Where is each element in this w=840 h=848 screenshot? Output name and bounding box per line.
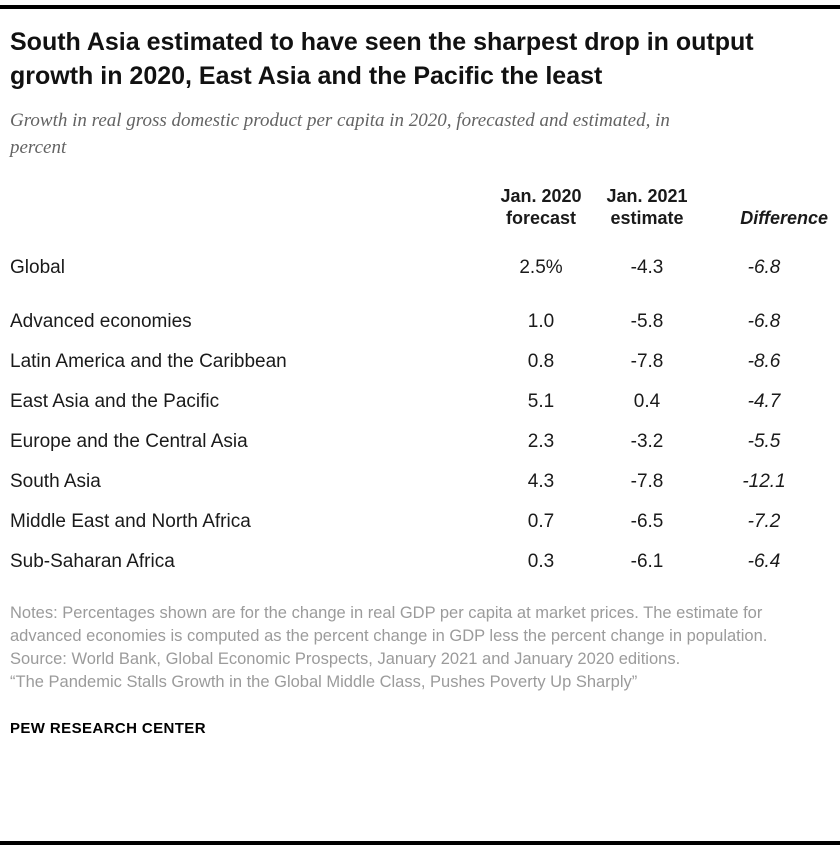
estimate-value: -6.1 [630, 550, 664, 572]
forecast-value: 1.0 [527, 310, 555, 332]
report-title-text: “The Pandemic Stalls Growth in the Globa… [10, 673, 638, 692]
difference-value: -5.5 [747, 430, 781, 452]
row-label: Latin America and the Caribbean [10, 350, 287, 372]
difference-value: -8.6 [747, 350, 781, 372]
row-label: Sub-Saharan Africa [10, 550, 175, 572]
notes-text: Notes: Percentages shown are for the cha… [10, 603, 768, 645]
chart-subtitle: Growth in real gross domestic product pe… [10, 110, 670, 158]
forecast-value: 2.5% [519, 256, 563, 278]
estimate-value: -3.2 [630, 430, 664, 452]
table-row: South Asia 4.3 -7.8 -12.1 [10, 462, 828, 502]
estimate-value: -5.8 [630, 310, 664, 332]
difference-value: -4.7 [747, 390, 781, 412]
estimate-value: -7.8 [630, 350, 664, 372]
difference-value: -6.8 [747, 310, 781, 332]
table-row: Europe and the Central Asia 2.3 -3.2 -5.… [10, 422, 828, 462]
forecast-value: 4.3 [527, 470, 555, 492]
top-rule [0, 5, 840, 9]
table-row: Global 2.5% -4.3 -6.8 [10, 248, 828, 288]
source-text: Source: World Bank, Global Economic Pros… [10, 650, 681, 669]
table-row: Middle East and North Africa 0.7 -6.5 -7… [10, 502, 828, 542]
column-header-difference: Difference [740, 207, 828, 228]
chart-title: South Asia estimated to have seen the sh… [10, 28, 754, 90]
estimate-value: -4.3 [630, 256, 664, 278]
row-label: Advanced economies [10, 310, 192, 332]
forecast-value: 0.8 [527, 350, 555, 372]
column-header-forecast: Jan. 2020 forecast [500, 185, 582, 228]
forecast-value: 0.3 [527, 550, 555, 572]
table-row: East Asia and the Pacific 5.1 0.4 -4.7 [10, 382, 828, 422]
data-table: Jan. 2020 forecast Jan. 2021 estimate Di… [10, 186, 828, 582]
notes-block: Notes: Percentages shown are for the cha… [10, 602, 825, 694]
table-row: Advanced economies 1.0 -5.8 -6.8 [10, 302, 828, 342]
forecast-value: 5.1 [527, 390, 555, 412]
forecast-value: 0.7 [527, 510, 555, 532]
difference-value: -6.8 [747, 256, 781, 278]
estimate-value: -7.8 [630, 470, 664, 492]
report-figure: South Asia estimated to have seen the sh… [10, 28, 828, 738]
row-label: Global [10, 256, 65, 278]
row-label: Middle East and North Africa [10, 510, 251, 532]
table-row: Latin America and the Caribbean 0.8 -7.8… [10, 342, 828, 382]
row-label: Europe and the Central Asia [10, 430, 248, 452]
row-label: South Asia [10, 470, 101, 492]
estimate-value: -6.5 [630, 510, 664, 532]
difference-value: -12.1 [742, 470, 786, 492]
forecast-value: 2.3 [527, 430, 555, 452]
pew-research-center-wordmark: PEW RESEARCH CENTER [10, 720, 206, 738]
difference-value: -6.4 [747, 550, 781, 572]
estimate-value: 0.4 [633, 390, 661, 412]
table-row: Sub-Saharan Africa 0.3 -6.1 -6.4 [10, 542, 828, 582]
column-header-estimate: Jan. 2021 estimate [606, 185, 688, 228]
difference-value: -7.2 [747, 510, 781, 532]
row-label: East Asia and the Pacific [10, 390, 220, 412]
table-header-row: Jan. 2020 forecast Jan. 2021 estimate Di… [10, 186, 828, 230]
bottom-rule [0, 841, 840, 845]
